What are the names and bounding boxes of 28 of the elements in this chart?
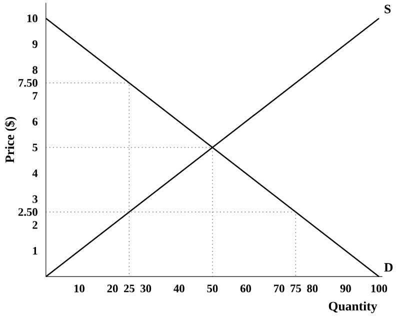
x-tick-label: 25: [124, 284, 134, 292]
series-label: D: [384, 263, 393, 272]
y-tick-label: 6: [32, 118, 38, 126]
x-tick-label: 50: [207, 284, 218, 292]
y-tick-label: 1: [33, 247, 38, 255]
y-tick-label: 7.50: [18, 79, 38, 87]
y-tick-label: 5: [32, 144, 38, 152]
x-axis-title: Quantity: [328, 302, 378, 314]
y-tick-label: 2: [32, 221, 38, 229]
x-tick-label: 40: [174, 284, 184, 292]
y-tick-label: 9: [32, 40, 38, 48]
y-tick-label: 2.50: [18, 208, 38, 216]
x-tick-label: 70: [274, 284, 284, 292]
y-tick-label: 4: [32, 170, 38, 178]
x-tick-label: 90: [340, 284, 351, 292]
x-tick-label: 60: [240, 284, 252, 292]
y-axis-title: Price ($): [4, 117, 17, 163]
series-label: S: [384, 4, 391, 14]
x-tick-label: 30: [140, 284, 152, 292]
x-tick-label: 100: [371, 284, 388, 292]
y-tick-label: 7: [32, 92, 38, 100]
x-tick-label: 10: [74, 284, 84, 292]
x-tick-label: 75: [290, 284, 301, 292]
x-tick-label: 20: [107, 284, 118, 292]
y-tick-label: 10: [27, 14, 38, 22]
y-tick-label: 8: [32, 66, 38, 74]
x-tick-label: 80: [307, 284, 318, 292]
y-tick-label: 3: [32, 195, 38, 203]
